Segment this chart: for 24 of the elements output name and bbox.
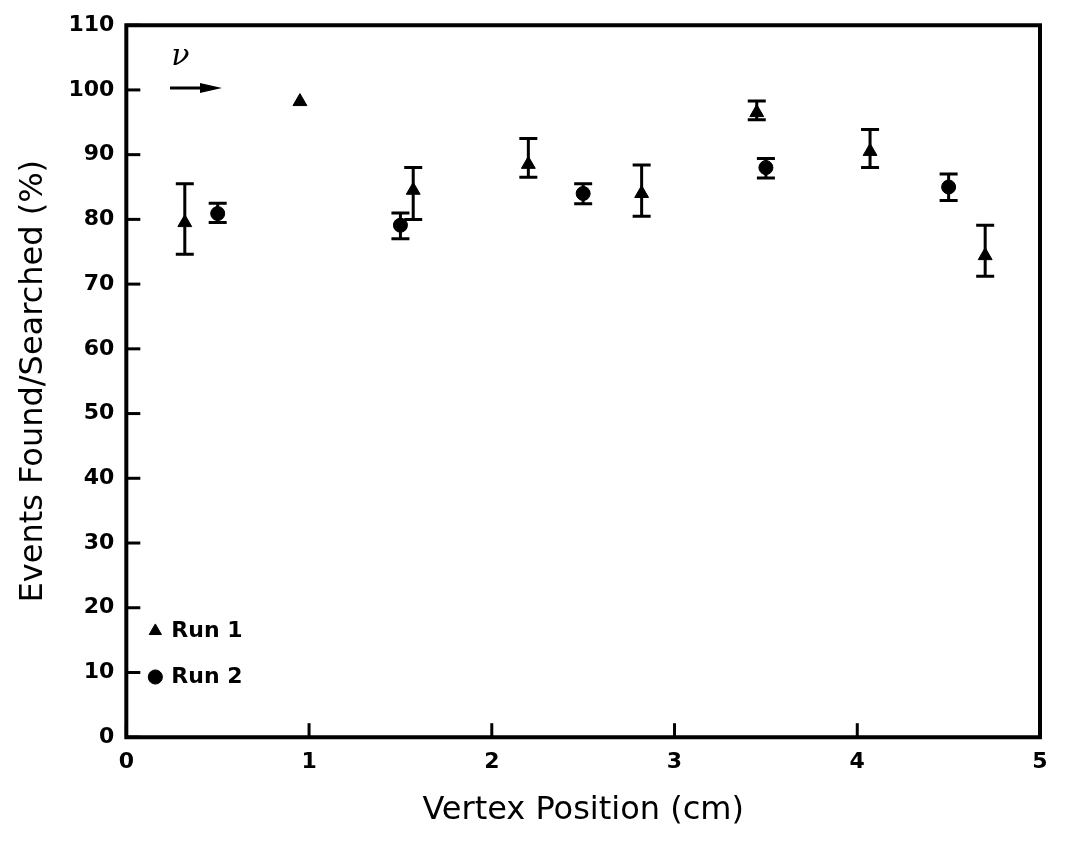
- x-tick-label: 0: [118, 748, 134, 774]
- y-tick-label: 60: [83, 334, 115, 360]
- y-tick-label: 0: [99, 722, 115, 748]
- x-tick-label: 2: [484, 748, 500, 774]
- x-tick-label: 1: [301, 748, 317, 774]
- y-axis-title: Events Found/Searched (%): [11, 159, 50, 603]
- y-tick-label: 80: [83, 205, 115, 231]
- y-tick-label: 30: [83, 528, 115, 554]
- y-tick-label: 90: [83, 140, 115, 166]
- annotation: ν: [171, 37, 190, 73]
- x-tick-label: 5: [1032, 748, 1048, 774]
- y-tick-label: 10: [83, 658, 115, 684]
- y-tick-label: 110: [68, 10, 115, 36]
- y-tick-label: 40: [83, 464, 115, 490]
- y-tick-label: 50: [83, 399, 115, 425]
- x-tick-label: 3: [666, 748, 683, 774]
- x-tick-label: 4: [849, 748, 865, 774]
- y-tick-label: 20: [83, 593, 115, 619]
- y-tick-label: 100: [68, 75, 115, 101]
- point: [292, 93, 308, 107]
- legend-label: Run 1: [171, 616, 243, 642]
- x-axis-title: Vertex Position (cm): [422, 789, 744, 828]
- y-tick-label: 70: [83, 269, 115, 295]
- legend-label: Run 2: [171, 662, 243, 688]
